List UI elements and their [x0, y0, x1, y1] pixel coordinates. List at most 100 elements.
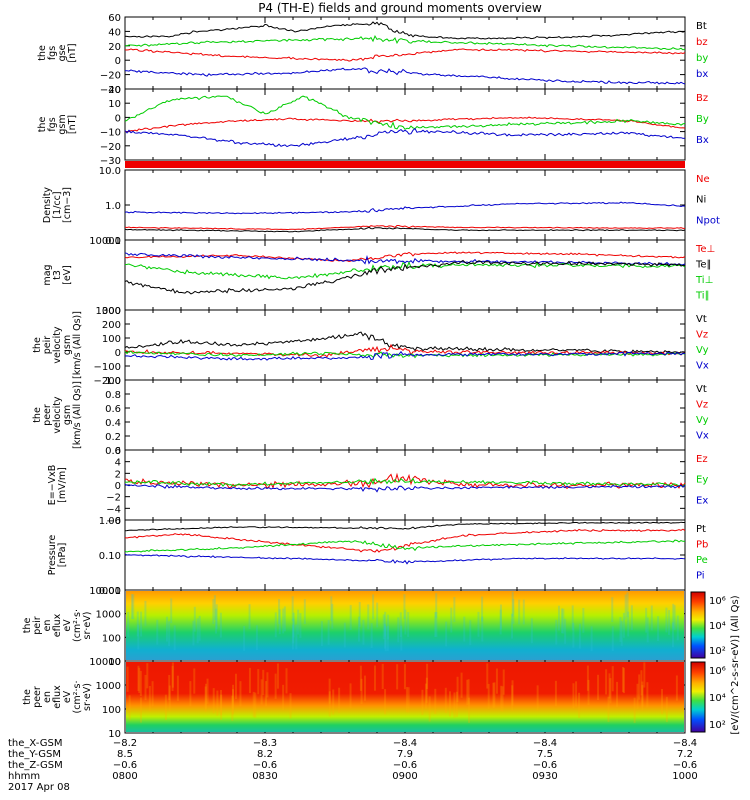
spectrogram-streak [530, 618, 533, 644]
spectrogram-streak [650, 605, 653, 631]
y-tick-label: 0 [115, 113, 121, 124]
colorbar-label: [eV/(cm^2-s-sr-eV)] (All Qs) [730, 595, 741, 734]
line-Vz [124, 343, 686, 359]
y-axis-label: eV [62, 619, 73, 632]
spectrogram-streak [151, 681, 154, 707]
spectrogram-streak [605, 669, 608, 695]
y-tick-label: 0.6 [105, 404, 121, 415]
spectrogram-streak [518, 599, 521, 625]
spectrogram-streak [257, 669, 260, 695]
spectrogram-streak [338, 687, 341, 713]
y-tick-label: 6 [115, 446, 121, 457]
y-tick-label: 100 [102, 633, 121, 644]
y-axis-label: fgs [47, 117, 58, 131]
spectrogram-streak [495, 668, 498, 694]
line-Ti-perp [124, 252, 686, 266]
legend-Bt: Bt [696, 21, 707, 32]
x-tick-label: −8.4 [673, 738, 697, 749]
spectrogram-streak [289, 693, 292, 719]
line-Vt [124, 331, 686, 354]
spectrogram-streak [624, 594, 627, 620]
spectrogram-streak [572, 683, 575, 709]
x-tick-label: 1000 [672, 771, 697, 782]
y-tick-label: −100 [94, 362, 121, 373]
y-axis-label: en [42, 691, 53, 703]
y-tick-label: 100 [102, 334, 121, 345]
spectrogram-streak [127, 611, 130, 637]
spectrogram-streak [283, 606, 286, 632]
y-tick-label: 0 [115, 481, 121, 492]
spectrogram-streak [165, 616, 168, 642]
spectrogram-streak [445, 621, 448, 647]
y-axis-label: gsm [57, 114, 68, 134]
x-tick-label: −0.6 [533, 760, 557, 771]
legend-bz: bz [696, 37, 708, 48]
spectrogram-streak [205, 683, 208, 709]
y-tick-label: 1000 [96, 610, 121, 621]
spectrogram-streak [646, 617, 649, 643]
y-tick-label: −6 [106, 516, 121, 527]
y-axis-label: [nT] [67, 115, 78, 134]
spectrogram-streak [156, 619, 159, 645]
y-tick-label: −20 [100, 142, 121, 153]
spectrogram-streak [215, 604, 218, 630]
spectrogram-streak [611, 626, 614, 652]
spectrogram-streak [173, 625, 176, 651]
y-tick-label: −30 [100, 156, 121, 167]
spectrogram-streak [627, 611, 630, 637]
spectrogram-streak [330, 596, 333, 622]
panel-frame [124, 379, 686, 451]
spectrogram-streak [206, 678, 209, 704]
colorbar-tick: 10² [709, 646, 726, 657]
colorbar-tick: 10² [709, 720, 726, 731]
y-tick-label: 0.8 [105, 390, 121, 401]
y-axis-label: (cm²·s· [72, 609, 83, 642]
spectrogram-streak [219, 612, 222, 638]
y-axis-label: sr·eV) [82, 612, 93, 640]
spectrogram-streak [609, 678, 612, 704]
spectrogram-streak [400, 625, 403, 651]
spectrogram-streak [383, 623, 386, 649]
spectrogram-streak [292, 612, 295, 638]
legend-Vz: Vz [696, 330, 708, 341]
x-tick-label: 7.5 [537, 749, 553, 760]
spectrogram-streak [619, 617, 622, 642]
x-tick-label: 0830 [252, 771, 277, 782]
legend-Ti∥: Ti∥ [695, 291, 710, 302]
spectrogram-streak [327, 620, 330, 645]
line-Te-perp [124, 251, 686, 263]
spectrogram-streak [171, 662, 174, 688]
spectrogram-streak [467, 679, 470, 705]
spectrogram-streak [216, 690, 219, 716]
y-axis-label: gsm [62, 335, 73, 355]
spectrogram-streak [404, 609, 407, 635]
spectrogram-streak [428, 696, 431, 722]
y-axis-label: the [37, 117, 48, 133]
spectrogram-streak [148, 685, 151, 712]
y-axis-label: E=−VxB [47, 465, 58, 506]
spectrogram-streak [620, 621, 623, 646]
y-axis-label: en [42, 620, 53, 632]
spectrogram-streak [255, 625, 258, 651]
spectrogram-streak [137, 665, 140, 691]
line-Pi [124, 553, 686, 565]
spectrogram-streak [481, 616, 484, 642]
spectrogram-streak [282, 608, 285, 634]
y-axis-label: sr·eV) [82, 683, 93, 711]
spectrogram-streak [448, 691, 451, 717]
spectrogram-streak [487, 683, 490, 710]
spectrogram-streak [403, 664, 406, 690]
y-axis-label: the [37, 45, 48, 61]
spectrogram-streak [138, 667, 141, 694]
spectrogram-streak [358, 602, 361, 627]
line-Npot [124, 201, 686, 215]
line-by [124, 34, 686, 51]
spectrogram-streak [499, 604, 502, 630]
y-tick-label: 0.4 [105, 418, 121, 429]
spectrogram-streak [139, 697, 142, 723]
legend-bx: bx [696, 69, 708, 80]
spectrogram-streak [665, 696, 668, 723]
spectrogram-streak [466, 679, 469, 705]
spectrogram-streak [171, 665, 174, 692]
